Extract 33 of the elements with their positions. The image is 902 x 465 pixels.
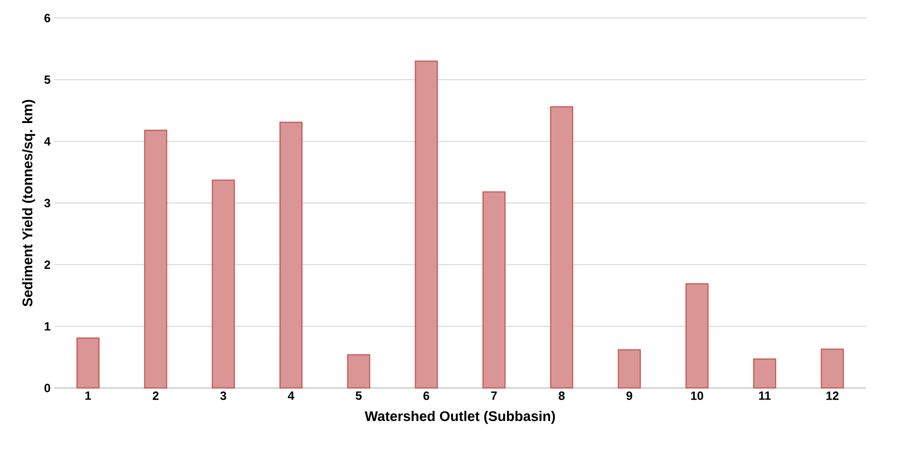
x-tick-label: 12 [826,392,839,400]
y-tick-label: 2 [44,260,50,269]
bar [76,338,100,388]
x-axis-title: Watershed Outlet (Subbasin) [364,410,555,424]
bar [280,122,303,388]
bar [144,130,168,388]
x-tick-label: 8 [558,392,565,400]
bar [347,354,370,388]
bar [618,349,641,388]
x-tick-label: 3 [220,392,226,400]
y-tick-label: 0 [44,384,50,392]
bar [820,348,844,388]
bar [212,180,235,388]
x-tick-label: 10 [691,392,704,400]
bar [550,106,574,388]
y-tick-label: 4 [44,137,51,146]
bar [482,191,506,388]
bar [414,60,438,388]
x-tick-label: 9 [626,392,632,400]
bar [753,358,776,388]
x-tick-label: 4 [288,392,294,400]
y-tick-label: 6 [44,14,50,22]
x-tick-label: 5 [356,392,362,400]
y-tick-label: 1 [44,322,50,330]
bar [686,283,709,388]
x-tick-label: 2 [152,392,159,400]
y-tick-label: 5 [44,76,50,84]
y-axis-title: Sediment Yield (tonnes/sq. km) [22,100,36,306]
x-tick-label: 6 [423,392,430,400]
x-tick-label: 7 [491,392,497,400]
y-tick-label: 3 [44,198,50,208]
x-tick-label: 11 [759,392,771,400]
x-tick-label: 1 [85,392,91,400]
